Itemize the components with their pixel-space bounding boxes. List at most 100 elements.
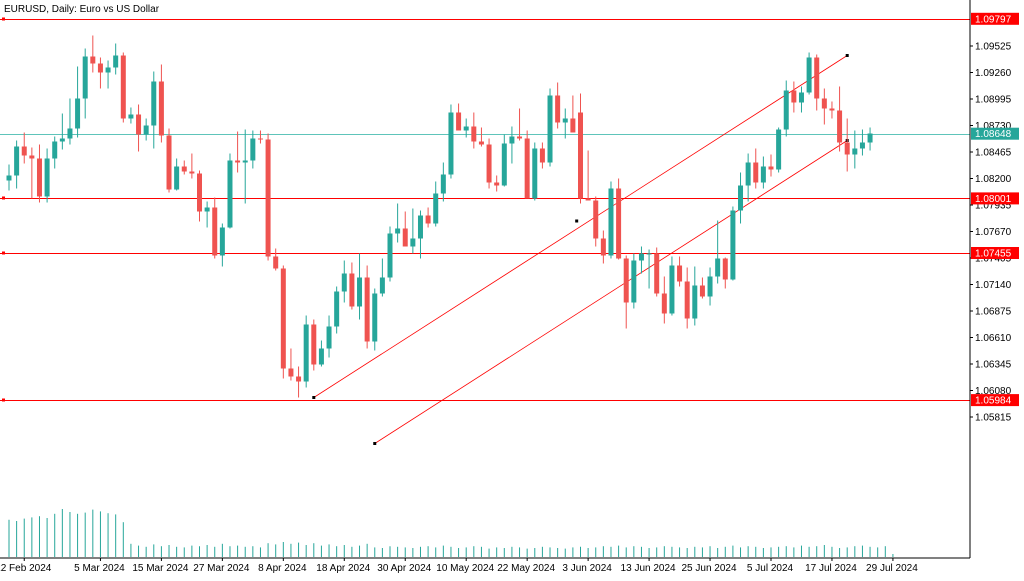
candle-body[interactable] [509,136,515,144]
candle-body[interactable] [364,277,370,342]
candle-body[interactable] [372,293,378,342]
candle-body[interactable] [661,293,667,314]
candle-body[interactable] [471,126,477,142]
candle-body[interactable] [97,63,103,73]
candle-bear[interactable] [837,86,843,152]
candle-bull[interactable] [859,129,865,156]
candle-bear[interactable] [166,128,172,193]
candle-bull[interactable] [227,153,233,229]
candle-bull[interactable] [798,86,804,113]
candle-body[interactable] [44,158,50,197]
candle-body[interactable] [280,268,286,369]
candle-body[interactable] [867,133,873,143]
candle-bear[interactable] [600,230,606,264]
candle-bull[interactable] [59,113,65,150]
candle-body[interactable] [517,136,523,139]
candle-body[interactable] [296,376,302,382]
candle-body[interactable] [593,200,599,239]
candle-bull[interactable] [532,142,538,201]
candle-body[interactable] [806,57,812,93]
candle-bear[interactable] [257,130,263,144]
candle-body[interactable] [326,326,332,349]
candle-body[interactable] [395,228,401,234]
candle-body[interactable] [105,67,111,73]
candle-bull[interactable] [379,258,385,297]
candle-bear[interactable] [585,150,591,201]
candle-bear[interactable] [524,130,530,199]
candle-bull[interactable] [646,249,652,289]
candle-body[interactable] [379,277,385,294]
candle-bear[interactable] [829,101,835,119]
candle-bear[interactable] [623,255,629,329]
candle-bear[interactable] [616,178,622,260]
candle-bull[interactable] [341,260,347,303]
candle-bull[interactable] [631,253,637,309]
candle-bear[interactable] [791,81,797,113]
candle-bull[interactable] [250,130,256,169]
candle-bear[interactable] [280,265,286,379]
candle-body[interactable] [623,258,629,303]
candle-bear[interactable] [21,132,27,164]
candle-bull[interactable] [547,88,553,167]
candle-body[interactable] [547,95,553,163]
candle-bear[interactable] [197,170,202,222]
candle-body[interactable] [242,160,248,163]
candle-body[interactable] [524,138,530,199]
candle-bear[interactable] [235,131,241,173]
candle-body[interactable] [646,253,652,255]
candle-bull[interactable] [433,181,439,227]
candle-body[interactable] [59,138,65,142]
candle-body[interactable] [844,142,850,155]
candle-bull[interactable] [372,288,378,351]
candle-body[interactable] [433,193,439,224]
candle-bull[interactable] [143,118,149,141]
candle-body[interactable] [36,158,42,197]
candle-bull[interactable] [608,181,614,259]
candle-body[interactable] [288,368,294,377]
candle-body[interactable] [14,146,20,176]
candle-body[interactable] [265,139,271,257]
candle-body[interactable] [456,112,462,131]
candle-bull[interactable] [562,108,568,139]
candle-body[interactable] [707,276,713,297]
candle-bull[interactable] [52,136,58,169]
candle-bull[interactable] [417,210,423,259]
candle-body[interactable] [303,324,309,382]
candle-body[interactable] [197,173,202,212]
candle-body[interactable] [128,114,134,119]
candle-body[interactable] [387,233,393,278]
candle-bear[interactable] [661,276,667,324]
candle-body[interactable] [654,253,660,294]
candle-body[interactable] [334,291,340,327]
candle-body[interactable] [715,258,721,277]
candle-bull[interactable] [692,266,698,326]
candle-body[interactable] [67,128,73,139]
candle-body[interactable] [821,98,827,109]
candle-body[interactable] [250,138,256,161]
candle-body[interactable] [21,146,27,156]
candle-bull[interactable] [82,48,88,119]
candle-body[interactable] [174,166,180,190]
candle-bear[interactable] [273,248,279,271]
candle-body[interactable] [425,215,431,224]
candle-body[interactable] [181,166,187,172]
candle-body[interactable] [753,162,759,183]
candle-bull[interactable] [707,267,713,306]
candle-body[interactable] [692,285,698,319]
candle-body[interactable] [631,260,637,303]
candle-bull[interactable] [151,71,157,149]
candle-bull[interactable] [334,286,340,334]
candle-bear[interactable] [158,64,164,143]
candle-body[interactable] [783,90,789,130]
candle-bull[interactable] [44,148,50,203]
candle-bull[interactable] [318,340,324,367]
candle-bull[interactable] [204,201,210,228]
candle-bear[interactable] [29,147,35,199]
candle-bear[interactable] [189,153,195,179]
candle-body[interactable] [814,57,820,99]
candle-body[interactable] [82,56,88,99]
candle-bear[interactable] [265,133,271,261]
candle-bull[interactable] [867,127,873,151]
candle-bull[interactable] [638,246,644,274]
